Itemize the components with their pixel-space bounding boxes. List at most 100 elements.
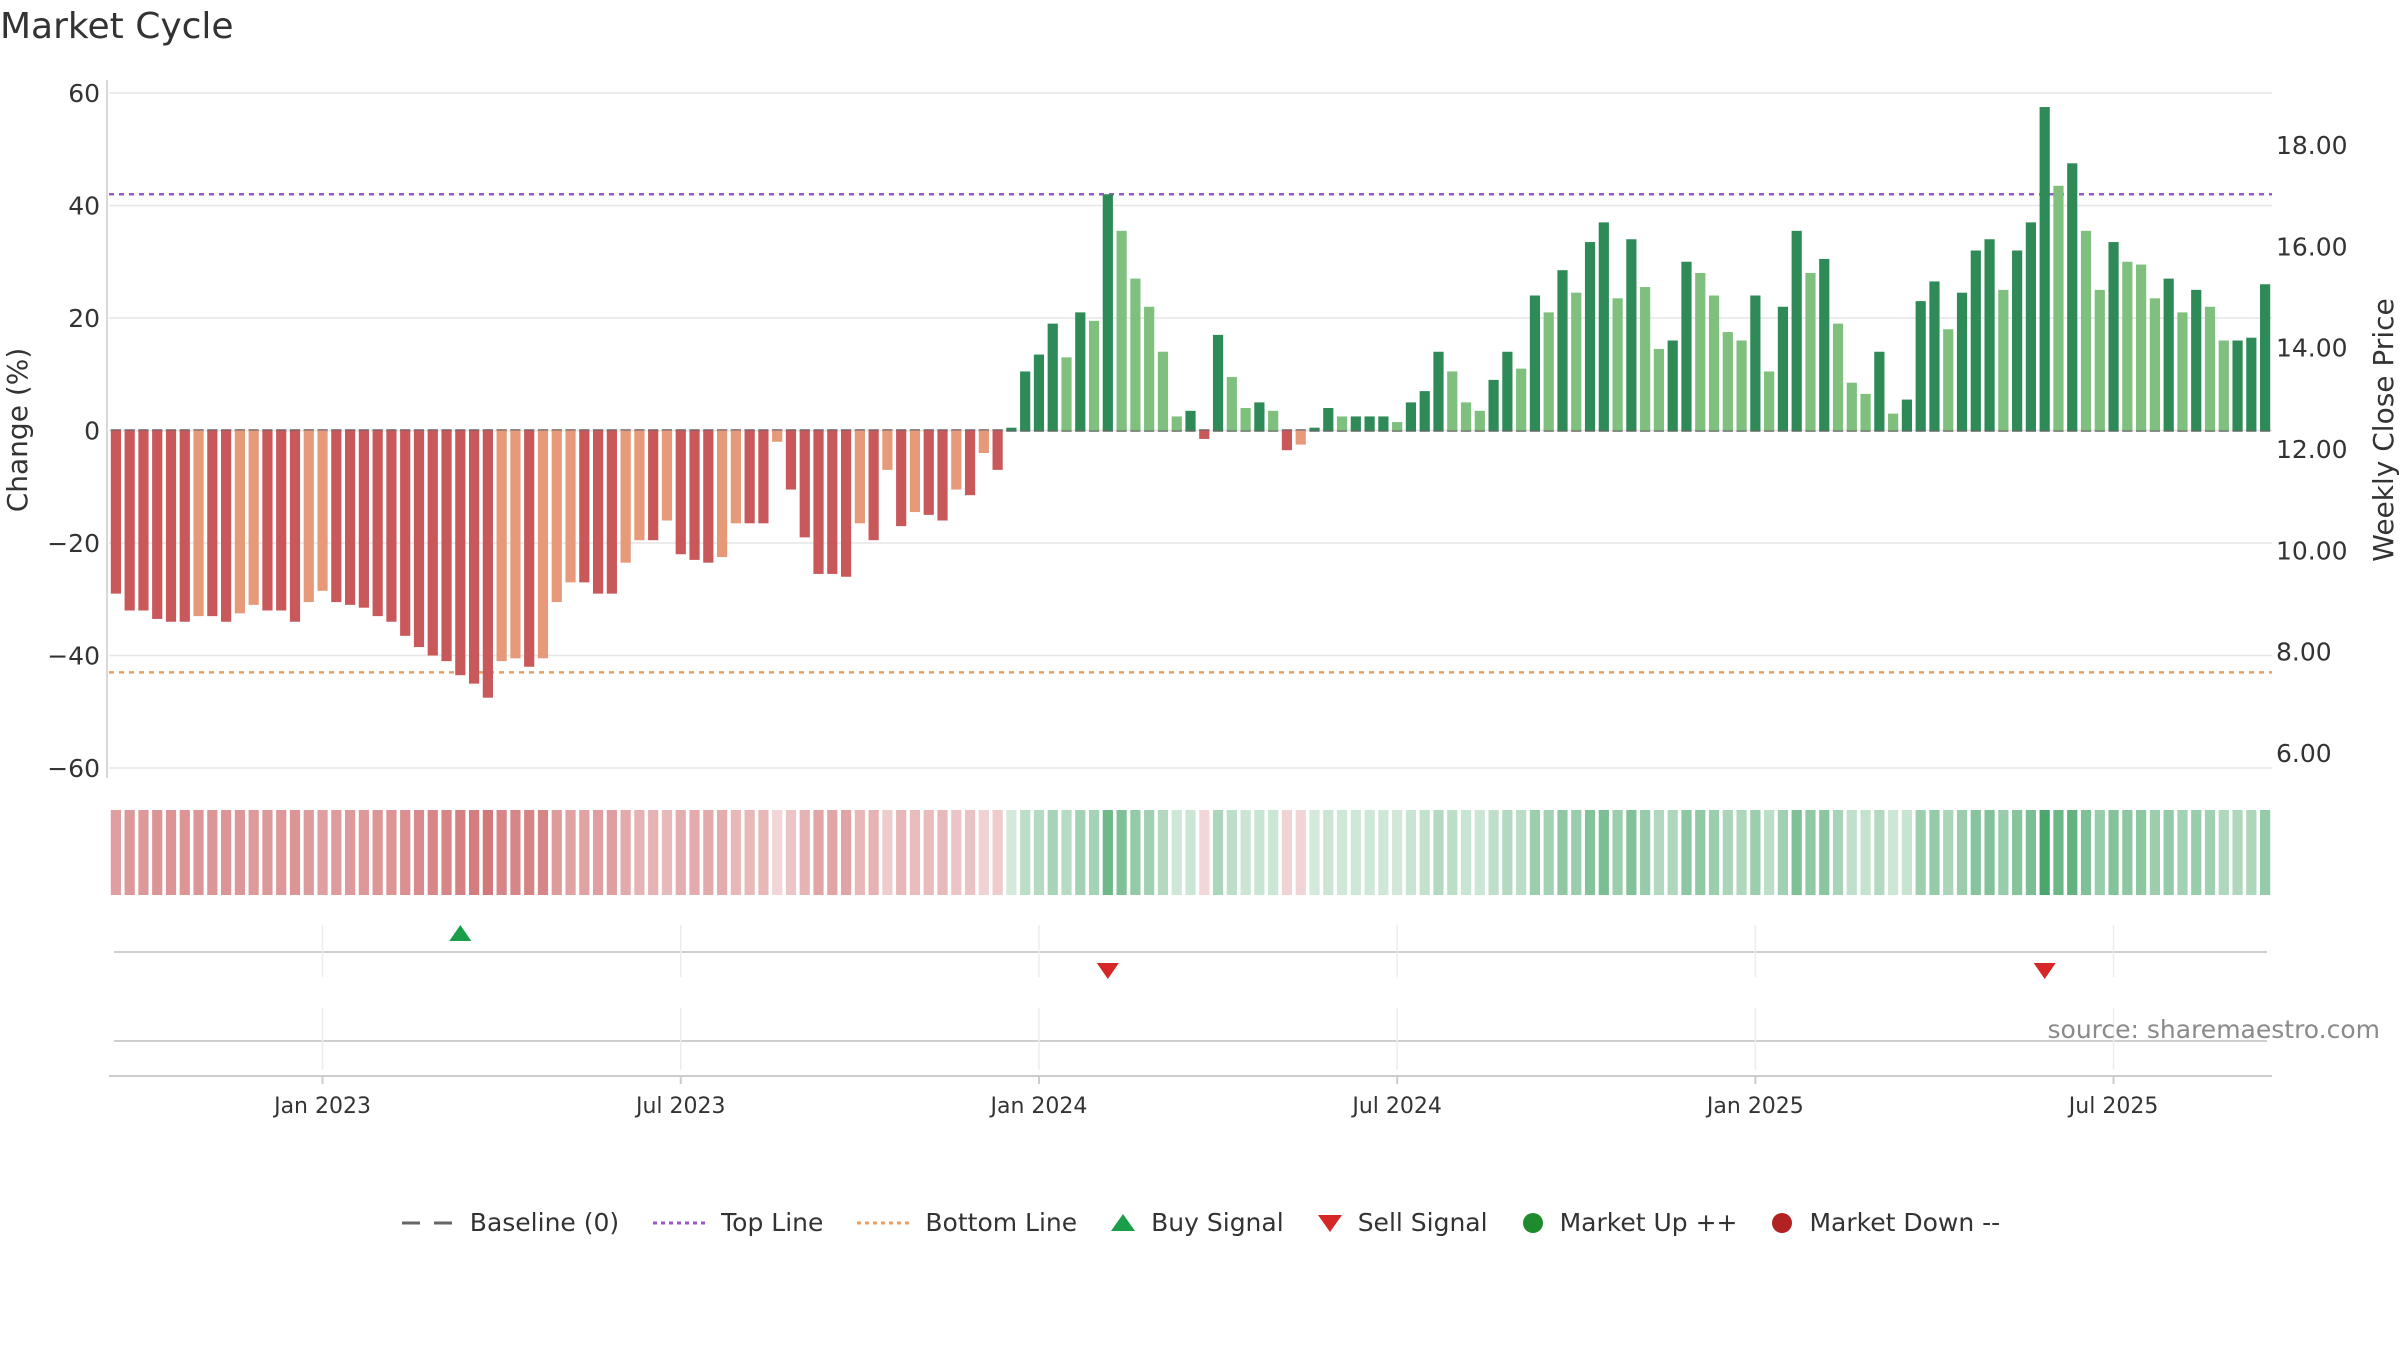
bar <box>1805 273 1816 431</box>
bar <box>1956 292 1968 431</box>
heat-cell <box>110 810 121 895</box>
heat-cell <box>730 810 741 895</box>
bar <box>2094 289 2105 431</box>
heat-cell <box>386 810 397 895</box>
bar <box>675 430 686 555</box>
heat-cell <box>2039 810 2050 895</box>
bar <box>854 430 865 524</box>
legend-item[interactable]: Market Up ++ <box>1520 1208 1737 1237</box>
heat-cell <box>1130 810 1141 895</box>
triangle-down-icon <box>1317 1214 1342 1232</box>
bar <box>1846 382 1857 431</box>
sell-signal-marker <box>2033 963 2056 979</box>
bar <box>1929 281 1940 431</box>
heat-cell <box>1681 810 1692 895</box>
heat-cell <box>1157 810 1169 895</box>
bar <box>579 430 590 583</box>
bar <box>1378 416 1389 431</box>
heat-cell <box>744 810 755 895</box>
heat-cell <box>1860 810 1871 895</box>
y2-tick-label: 6.00 <box>2276 739 2332 768</box>
bar <box>1832 323 1844 431</box>
bar <box>1626 239 1637 431</box>
axis-layer: 60 40 20 0 −20 −40 −60 18.00 16.00 14.00 12.00 10.0… <box>47 79 2347 783</box>
bar <box>317 430 328 591</box>
heat-cell <box>1364 810 1375 895</box>
heat-cell <box>1323 810 1334 895</box>
heat-cell <box>785 810 797 895</box>
bar <box>1350 416 1361 431</box>
legend-item[interactable]: Top Line <box>651 1208 823 1237</box>
heat-cell <box>1502 810 1513 895</box>
bar <box>661 430 673 521</box>
heat-cell <box>1516 810 1527 895</box>
heat-cell <box>1474 810 1485 895</box>
bar <box>689 430 700 560</box>
heat-cell <box>1571 810 1582 895</box>
heat-cell <box>1943 810 1954 895</box>
heat-cell <box>716 810 728 895</box>
bar <box>1295 430 1306 445</box>
heat-cell <box>372 810 383 895</box>
legend-label: Top Line <box>721 1208 824 1237</box>
dotted-line-icon <box>653 1221 706 1224</box>
bar <box>909 430 921 513</box>
heat-cell <box>289 810 301 895</box>
legend-item[interactable]: Baseline (0) <box>400 1208 619 1237</box>
circle-icon <box>1772 1212 1793 1233</box>
heat-cell <box>1447 810 1458 895</box>
x-tick-label: Jul 2024 <box>1350 1094 1442 1119</box>
bar <box>827 430 838 574</box>
heat-cell <box>2094 810 2105 895</box>
bar <box>565 430 576 583</box>
heat-cell <box>620 810 631 895</box>
bar <box>234 430 245 614</box>
y-tick-label: 0 <box>84 417 100 446</box>
bar <box>372 430 383 617</box>
bar <box>1433 351 1444 431</box>
heat-cell <box>303 810 314 895</box>
y2-tick-label: 12.00 <box>2276 435 2348 464</box>
heat-cell <box>579 810 590 895</box>
legend-item[interactable]: Bottom Line <box>855 1208 1077 1237</box>
heat-cell <box>634 810 645 895</box>
legend-item[interactable]: Market Down -- <box>1769 1208 2000 1237</box>
y2-tick-label: 18.00 <box>2276 131 2348 160</box>
heat-cell <box>2080 810 2092 895</box>
heat-cell <box>400 810 411 895</box>
heat-cell <box>138 810 149 895</box>
bar <box>964 430 976 496</box>
heat-cell <box>1832 810 1844 895</box>
heat-cell <box>482 810 493 895</box>
legend-item[interactable]: Sell Signal <box>1316 1208 1488 1237</box>
bar <box>2122 261 2133 431</box>
heat-cell <box>592 810 604 895</box>
heat-cell <box>827 810 838 895</box>
heat-cell <box>1708 810 1720 895</box>
bar <box>2177 312 2188 431</box>
bar <box>1488 379 1499 431</box>
bar <box>2012 250 2023 431</box>
heat-cell <box>1874 810 1885 895</box>
heat-cell <box>1901 810 1913 895</box>
y2-axis-label: Weekly Close Price <box>2367 298 2400 561</box>
bar <box>1584 242 1596 431</box>
heat-cell <box>1088 810 1100 895</box>
bar <box>1750 295 1761 431</box>
bar <box>951 430 962 490</box>
heat-cell <box>2108 810 2119 895</box>
bar <box>276 430 287 611</box>
heat-cell <box>2246 810 2257 895</box>
bar <box>152 430 163 619</box>
y-tick-label: 20 <box>68 304 100 333</box>
bar <box>400 430 411 636</box>
bar <box>1653 348 1665 431</box>
heat-cell <box>1212 810 1224 895</box>
bar <box>1323 408 1334 431</box>
heat-cell <box>1736 810 1747 895</box>
heat-cell <box>1336 810 1348 895</box>
bar <box>413 430 425 648</box>
legend-item[interactable]: Buy Signal <box>1109 1208 1284 1237</box>
bar <box>1736 340 1747 431</box>
y-tick-label: −20 <box>47 529 100 558</box>
